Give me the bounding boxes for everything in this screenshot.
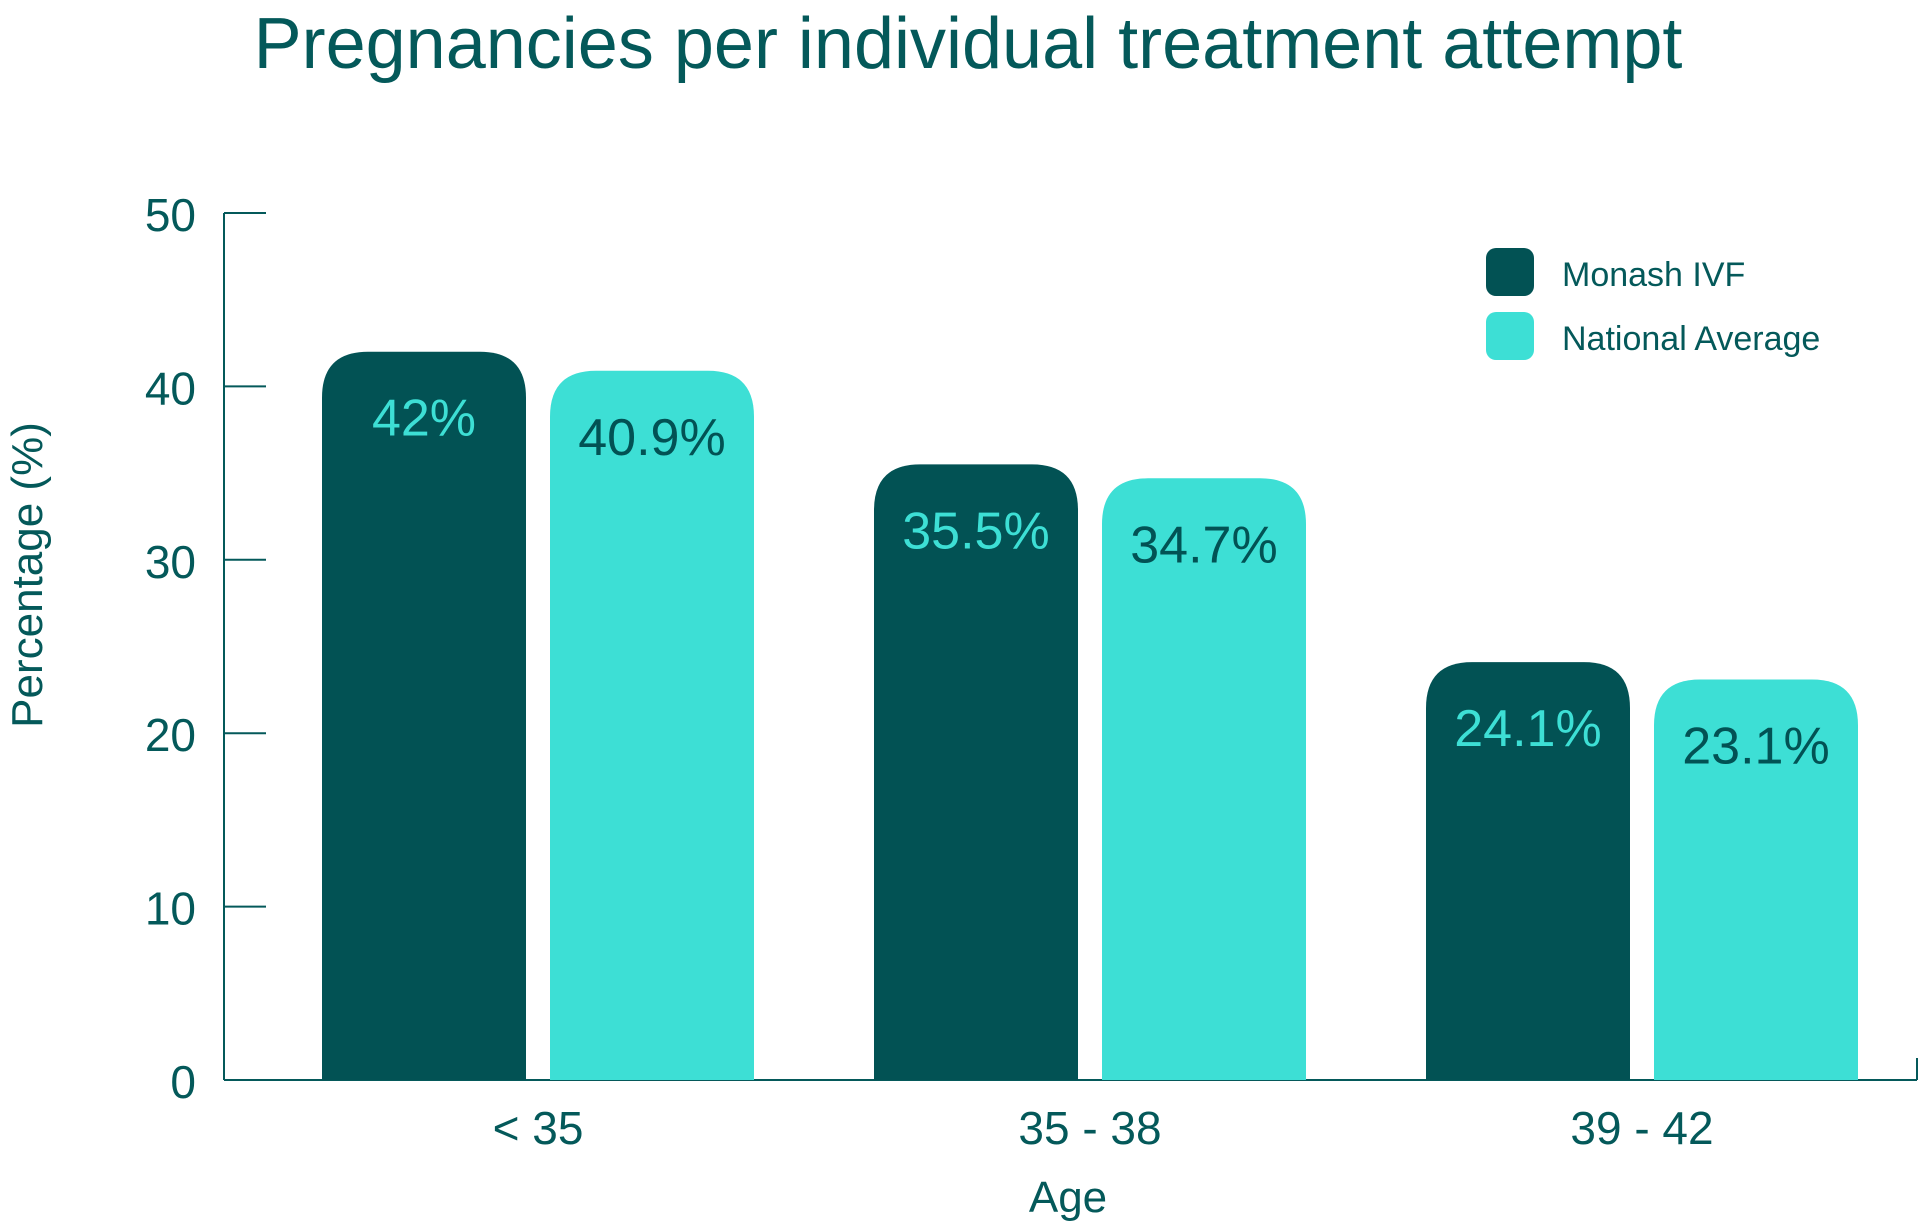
legend-label: Monash IVF: [1562, 256, 1745, 294]
data-label: 34.7%: [1130, 516, 1277, 574]
y-tick-label: 30: [145, 536, 196, 588]
bar-national-average-1: [1102, 478, 1306, 1080]
data-label: 40.9%: [578, 409, 725, 467]
x-tick-label: 39 - 42: [1570, 1102, 1713, 1154]
y-tick-label: 50: [145, 189, 196, 241]
y-tick-label: 20: [145, 709, 196, 761]
x-axis-label: Age: [1029, 1173, 1107, 1222]
y-tick-label: 0: [170, 1056, 196, 1108]
legend-swatch-0: [1486, 248, 1534, 296]
x-tick-label: < 35: [493, 1102, 584, 1154]
data-label: 24.1%: [1454, 700, 1601, 758]
y-axis-label: Percentage (%): [3, 422, 52, 728]
bar-monash-ivf-1: [874, 464, 1078, 1080]
chart-title: Pregnancies per individual treatment att…: [254, 4, 1683, 84]
bar-monash-ivf-2: [1426, 662, 1630, 1080]
bar-national-average-2: [1654, 679, 1858, 1080]
y-tick-label: 10: [145, 883, 196, 935]
data-label: 23.1%: [1682, 717, 1829, 775]
data-label: 35.5%: [902, 502, 1049, 560]
bar-monash-ivf-0: [322, 351, 526, 1081]
x-tick-label: 35 - 38: [1018, 1102, 1161, 1154]
data-label: 42%: [372, 390, 476, 448]
y-tick-label: 40: [145, 362, 196, 414]
bar-national-average-0: [550, 370, 754, 1080]
legend-swatch-1: [1486, 312, 1534, 360]
legend-label: National Average: [1562, 320, 1820, 358]
